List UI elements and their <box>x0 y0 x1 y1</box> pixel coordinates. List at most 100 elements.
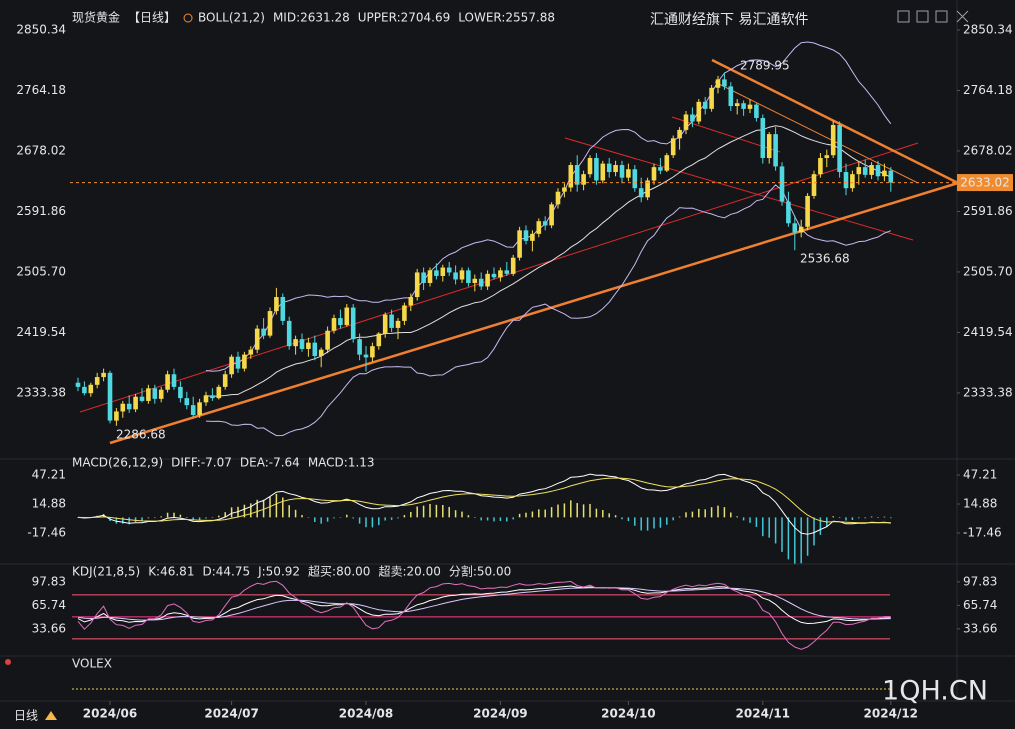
candle-body <box>229 356 234 375</box>
candle-body <box>702 101 708 109</box>
candle-body <box>574 165 580 185</box>
macd-bar <box>390 517 393 520</box>
last-price-box <box>957 174 1013 192</box>
macd-bar <box>742 517 745 521</box>
candle-body <box>408 297 414 306</box>
macd-bar <box>365 517 367 528</box>
icon[interactable] <box>935 10 948 23</box>
header-icon <box>183 13 193 23</box>
macd-bar <box>275 493 278 518</box>
macd-bar <box>352 517 354 519</box>
icon[interactable] <box>897 10 910 23</box>
macd-bar <box>205 517 207 519</box>
macd-bar <box>544 509 546 518</box>
y-tick-label: 97.83 <box>963 574 997 588</box>
header-label: 【日线】 <box>128 11 176 25</box>
period-arrow[interactable] <box>45 711 57 720</box>
candle-body <box>600 163 606 181</box>
candle-body <box>440 267 446 276</box>
macd-bar <box>339 517 342 518</box>
candle-body <box>203 395 209 403</box>
candle-body <box>837 125 842 173</box>
macd-bar <box>832 516 834 518</box>
header-label: LOWER:2557.88 <box>458 11 555 25</box>
candle-body <box>318 349 324 357</box>
macd-bar <box>531 511 534 518</box>
candle-body <box>139 396 145 401</box>
macd-bar <box>691 511 694 518</box>
candle-body <box>133 396 138 410</box>
macd-bar <box>198 517 201 521</box>
candle-body <box>594 158 599 181</box>
period-button[interactable]: 日线 <box>14 709 38 723</box>
candle-body <box>856 167 862 175</box>
candle-body <box>325 330 330 350</box>
header-label: KDJ(21,8,5) <box>72 565 140 579</box>
y-tick-label: 2333.38 <box>16 385 66 399</box>
candle-body <box>363 354 369 358</box>
macd-bar <box>755 517 758 527</box>
candle-body <box>82 386 87 394</box>
y-tick-label: 2678.02 <box>963 143 1013 157</box>
candle-body <box>338 318 343 326</box>
candle-body <box>453 272 458 280</box>
macd-bar <box>646 517 649 531</box>
macd-bar <box>147 517 150 519</box>
macd-bar <box>499 517 502 521</box>
candle-body <box>677 129 682 139</box>
candle-body <box>152 388 158 399</box>
candle-body <box>94 377 100 385</box>
header-label: J:50.92 <box>257 565 300 579</box>
header-label: DEA:-7.64 <box>240 456 300 470</box>
indicator-dot <box>5 659 11 665</box>
candle-body <box>498 270 503 278</box>
header-label: MACD(26,12,9) <box>72 456 163 470</box>
candle-body <box>472 278 478 283</box>
macd-bar <box>371 517 374 528</box>
candle-body <box>645 180 650 198</box>
y-tick-label: 2764.18 <box>16 83 66 97</box>
x-tick-label: 2024/11 <box>736 707 790 721</box>
candle-body <box>466 270 471 283</box>
candle-body <box>184 398 190 406</box>
macd-bar <box>890 517 892 519</box>
macd-bar <box>442 504 444 518</box>
macd-bar <box>781 517 783 552</box>
candle-body <box>613 165 618 173</box>
macd-bar <box>678 516 681 518</box>
candle-body <box>306 342 311 349</box>
x-tick-label: 2024/10 <box>601 707 655 721</box>
macd-bar <box>518 513 521 518</box>
candle-body <box>491 273 497 278</box>
candle-body <box>754 104 759 118</box>
y-tick-label: 2764.18 <box>963 83 1013 97</box>
macd-bar <box>736 516 738 518</box>
macd-bar <box>358 517 361 524</box>
last-price-label: 2633.02 <box>960 176 1010 190</box>
candle-body <box>651 167 657 181</box>
candle-body <box>619 165 625 178</box>
macd-bar <box>749 517 751 523</box>
macd-bar <box>154 517 156 519</box>
icon[interactable] <box>916 10 929 23</box>
macd-bar <box>320 517 322 524</box>
macd-bar <box>582 504 585 518</box>
macd-bar <box>806 517 809 556</box>
macd-bar <box>710 507 713 518</box>
candle-body <box>530 233 535 241</box>
y-tick-label: -17.46 <box>27 526 66 540</box>
icon[interactable] <box>956 10 969 23</box>
macd-bar <box>192 517 194 521</box>
candle-body <box>414 272 420 298</box>
candle-body <box>760 117 766 159</box>
macd-bar <box>435 504 438 518</box>
macd-bar <box>422 505 425 518</box>
macd-bar <box>115 517 118 524</box>
trend-line <box>711 58 959 185</box>
macd-bar <box>762 517 764 537</box>
macd-bar <box>813 517 815 546</box>
candle-body <box>459 270 465 280</box>
trend-lines <box>79 58 959 445</box>
y-tick-label: 2850.34 <box>963 22 1013 36</box>
macd-bar <box>429 503 431 518</box>
